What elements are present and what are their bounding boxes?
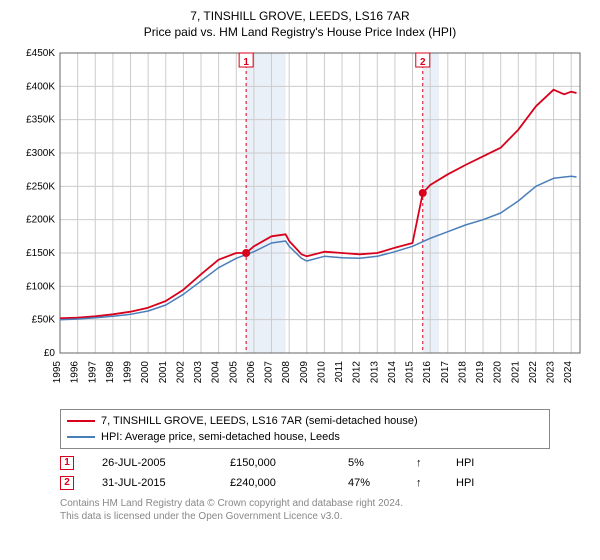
svg-text:2001: 2001 [158, 360, 169, 383]
sale-diff: 47% [348, 477, 388, 489]
svg-text:2005: 2005 [228, 360, 239, 383]
sale-date: 26-JUL-2005 [102, 457, 202, 469]
svg-text:£350K: £350K [26, 114, 55, 125]
sale-marker-badge: 2 [60, 476, 74, 490]
arrow-up-icon: ↑ [416, 457, 428, 469]
line-chart: £0 £50K £100K £150K £200K £250K £300K £350K £400… [10, 43, 590, 403]
sale-price: £150,000 [230, 457, 320, 469]
svg-text:£100K: £100K [26, 281, 55, 292]
svg-text:£450K: £450K [26, 48, 55, 59]
legend: 7, TINSHILL GROVE, LEEDS, LS16 7AR (semi… [60, 409, 550, 449]
svg-text:1998: 1998 [105, 360, 116, 383]
sales-table: 1 26-JUL-2005 £150,000 5% ↑ HPI 2 31-JUL-2015 £2… [60, 453, 550, 493]
sale-marker-badge: 1 [60, 456, 74, 470]
svg-text:2013: 2013 [369, 360, 380, 383]
svg-text:2017: 2017 [440, 360, 451, 383]
svg-text:1995: 1995 [52, 360, 63, 383]
svg-text:2021: 2021 [510, 360, 521, 383]
svg-text:£250K: £250K [26, 181, 55, 192]
svg-text:1997: 1997 [87, 360, 98, 383]
svg-text:2011: 2011 [334, 360, 345, 382]
legend-item: HPI: Average price, semi-detached house,… [67, 429, 543, 445]
svg-text:2006: 2006 [246, 360, 257, 383]
svg-text:2010: 2010 [316, 360, 327, 383]
sale-suffix: HPI [456, 477, 496, 489]
svg-text:1996: 1996 [70, 360, 81, 383]
svg-text:£150K: £150K [26, 248, 55, 259]
legend-swatch [67, 436, 95, 438]
svg-text:2003: 2003 [193, 360, 204, 383]
svg-text:2019: 2019 [475, 360, 486, 383]
legend-label: HPI: Average price, semi-detached house,… [101, 431, 340, 443]
sale-date: 31-JUL-2015 [102, 477, 202, 489]
chart-title: 7, TINSHILL GROVE, LEEDS, LS16 7AR [10, 8, 590, 25]
legend-swatch [67, 420, 95, 422]
svg-text:2023: 2023 [546, 360, 557, 383]
svg-text:£0: £0 [44, 348, 56, 359]
svg-text:2018: 2018 [457, 360, 468, 383]
sale-row: 2 31-JUL-2015 £240,000 47% ↑ HPI [60, 473, 550, 493]
svg-text:2024: 2024 [563, 360, 574, 383]
legend-item: 7, TINSHILL GROVE, LEEDS, LS16 7AR (semi… [67, 413, 543, 429]
footer-line-1: Contains HM Land Registry data © Crown c… [60, 497, 590, 510]
footer-line-2: This data is licensed under the Open Gov… [60, 510, 590, 523]
chart-container: 7, TINSHILL GROVE, LEEDS, LS16 7AR Price… [0, 0, 600, 560]
sale-diff: 5% [348, 457, 388, 469]
footer-attribution: Contains HM Land Registry data © Crown c… [60, 497, 590, 523]
svg-text:2: 2 [420, 57, 426, 68]
svg-text:2000: 2000 [140, 360, 151, 383]
svg-text:£300K: £300K [26, 148, 55, 159]
svg-text:£200K: £200K [26, 214, 55, 225]
svg-text:2009: 2009 [299, 360, 310, 383]
svg-text:2020: 2020 [493, 360, 504, 383]
svg-text:£50K: £50K [32, 314, 56, 325]
svg-text:2014: 2014 [387, 360, 398, 383]
svg-text:2012: 2012 [352, 360, 363, 383]
svg-text:2016: 2016 [422, 360, 433, 383]
svg-text:2004: 2004 [211, 360, 222, 383]
sale-suffix: HPI [456, 457, 496, 469]
chart-svg: £0 £50K £100K £150K £200K £250K £300K £350K £400… [10, 43, 590, 403]
svg-text:2002: 2002 [175, 360, 186, 383]
svg-text:1: 1 [243, 57, 249, 68]
legend-label: 7, TINSHILL GROVE, LEEDS, LS16 7AR (semi… [101, 415, 418, 427]
svg-text:2015: 2015 [405, 360, 416, 383]
sale-price: £240,000 [230, 477, 320, 489]
svg-text:£400K: £400K [26, 81, 55, 92]
svg-text:2007: 2007 [264, 360, 275, 383]
svg-text:1999: 1999 [123, 360, 134, 383]
svg-text:2022: 2022 [528, 360, 539, 383]
svg-text:2008: 2008 [281, 360, 292, 383]
sale-row: 1 26-JUL-2005 £150,000 5% ↑ HPI [60, 453, 550, 473]
arrow-up-icon: ↑ [416, 477, 428, 489]
chart-subtitle: Price paid vs. HM Land Registry's House … [10, 25, 590, 39]
